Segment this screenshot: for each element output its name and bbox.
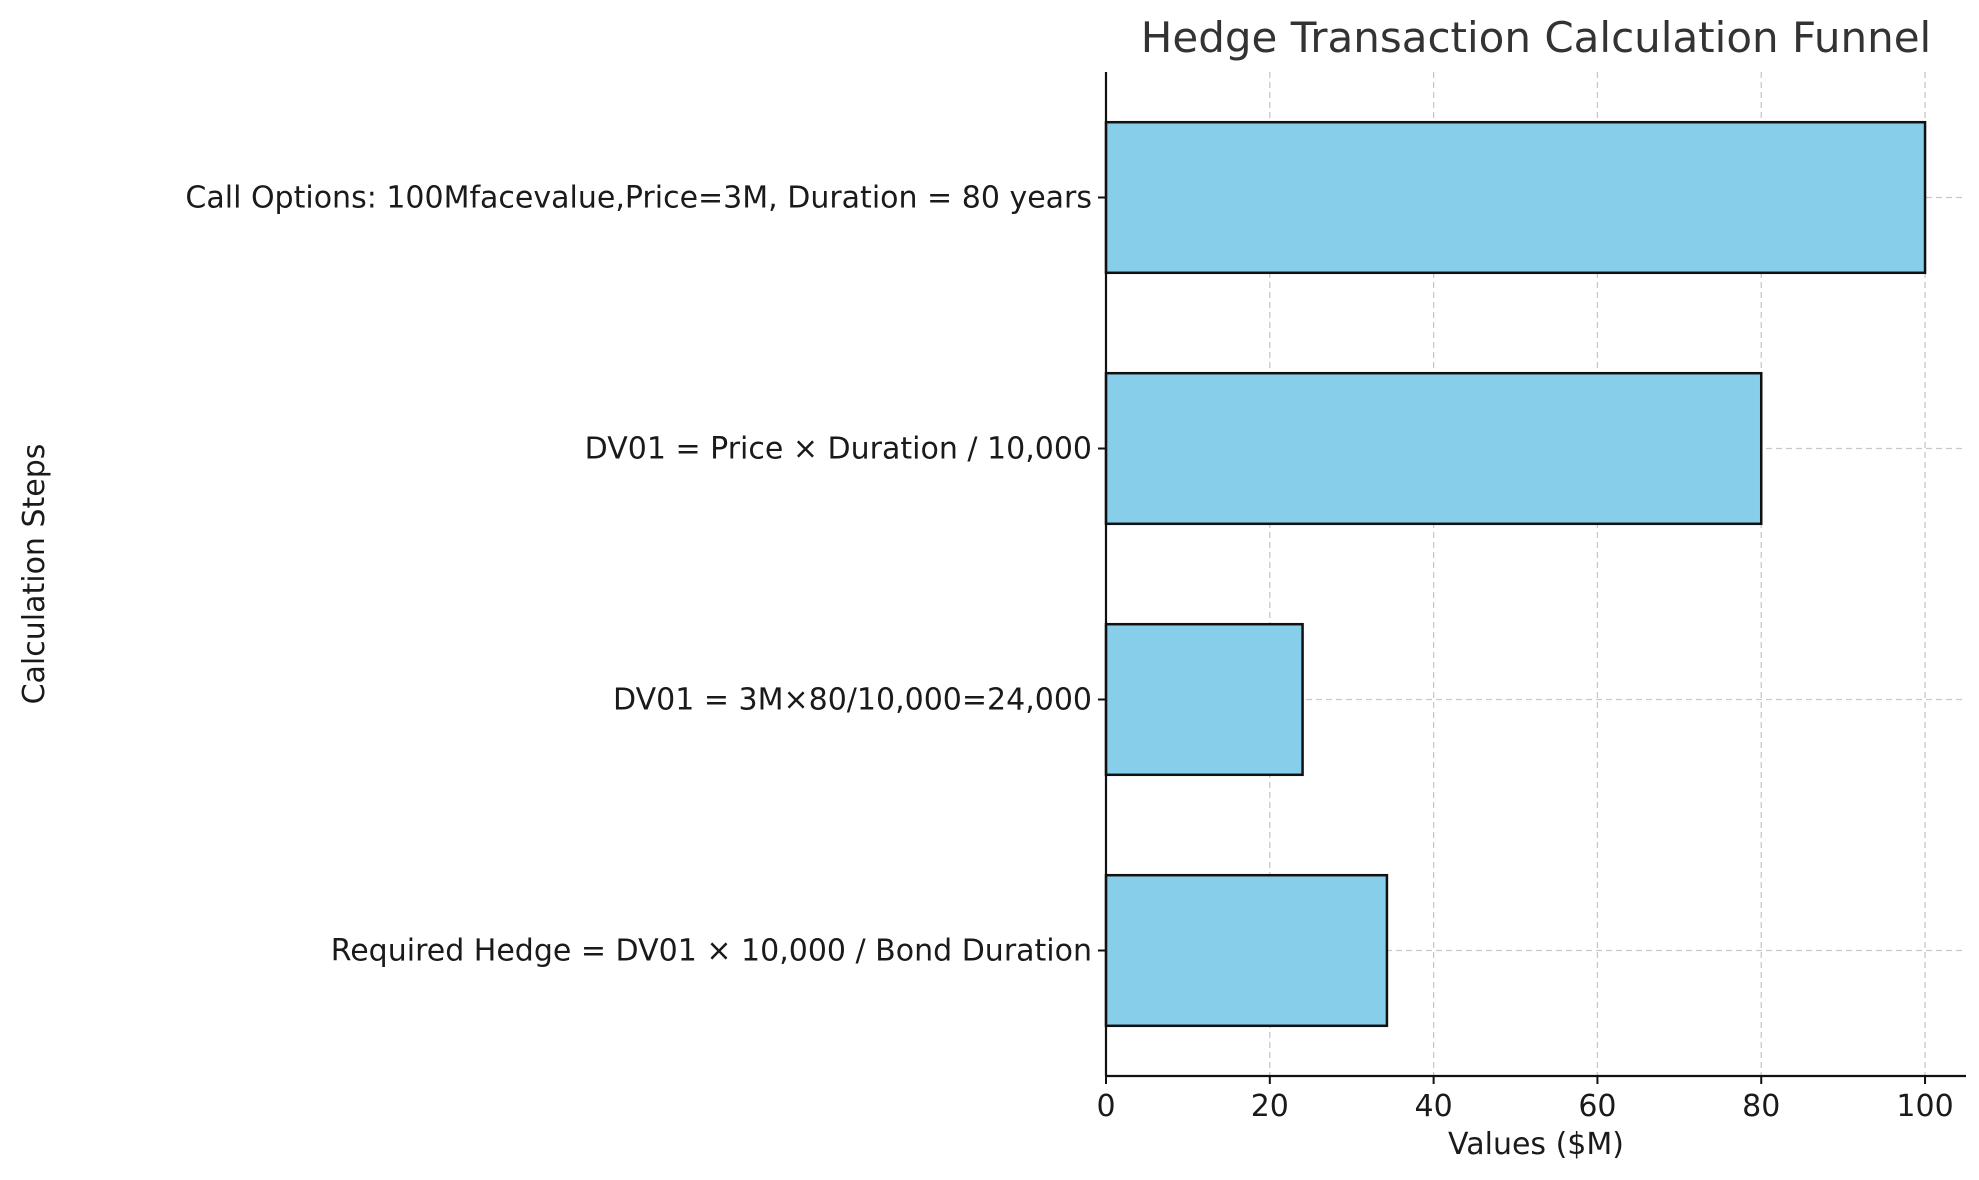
x-tick-label: 40 <box>1415 1089 1453 1124</box>
bar <box>1104 622 1304 777</box>
bar <box>1104 371 1763 526</box>
x-ticks: 0 20 40 60 80 100 <box>1096 196 1954 1124</box>
x-tick-label: 0 <box>1096 1089 1115 1124</box>
x-tick-label: 80 <box>1742 1089 1780 1124</box>
bar <box>1104 120 1927 275</box>
category-label: DV01 = 3M×80/10,000=24,000 <box>613 683 1092 718</box>
category-label: Required Hedge = DV01 × 10,000 / Bond Du… <box>331 934 1092 969</box>
category-label: DV01 = Price × Duration / 10,000 <box>585 432 1092 467</box>
x-tick-label: 100 <box>1896 1089 1953 1124</box>
category-label: Call Options: 100Mfacevalue,Price=3M, Du… <box>185 181 1092 216</box>
x-tick-label: 20 <box>1251 1089 1289 1124</box>
x-axis-label: Values ($M) <box>1448 1127 1624 1162</box>
axes-layer <box>1104 72 1966 1078</box>
x-tick-label: 60 <box>1578 1089 1616 1124</box>
y-category-labels: Call Options: 100Mfacevalue,Price=3M, Du… <box>185 181 1092 969</box>
chart-title: Hedge Transaction Calculation Funnel <box>1141 13 1931 62</box>
bar <box>1104 873 1389 1028</box>
y-axis-label: Calculation Steps <box>17 444 52 705</box>
bars-layer <box>1104 120 1927 1028</box>
